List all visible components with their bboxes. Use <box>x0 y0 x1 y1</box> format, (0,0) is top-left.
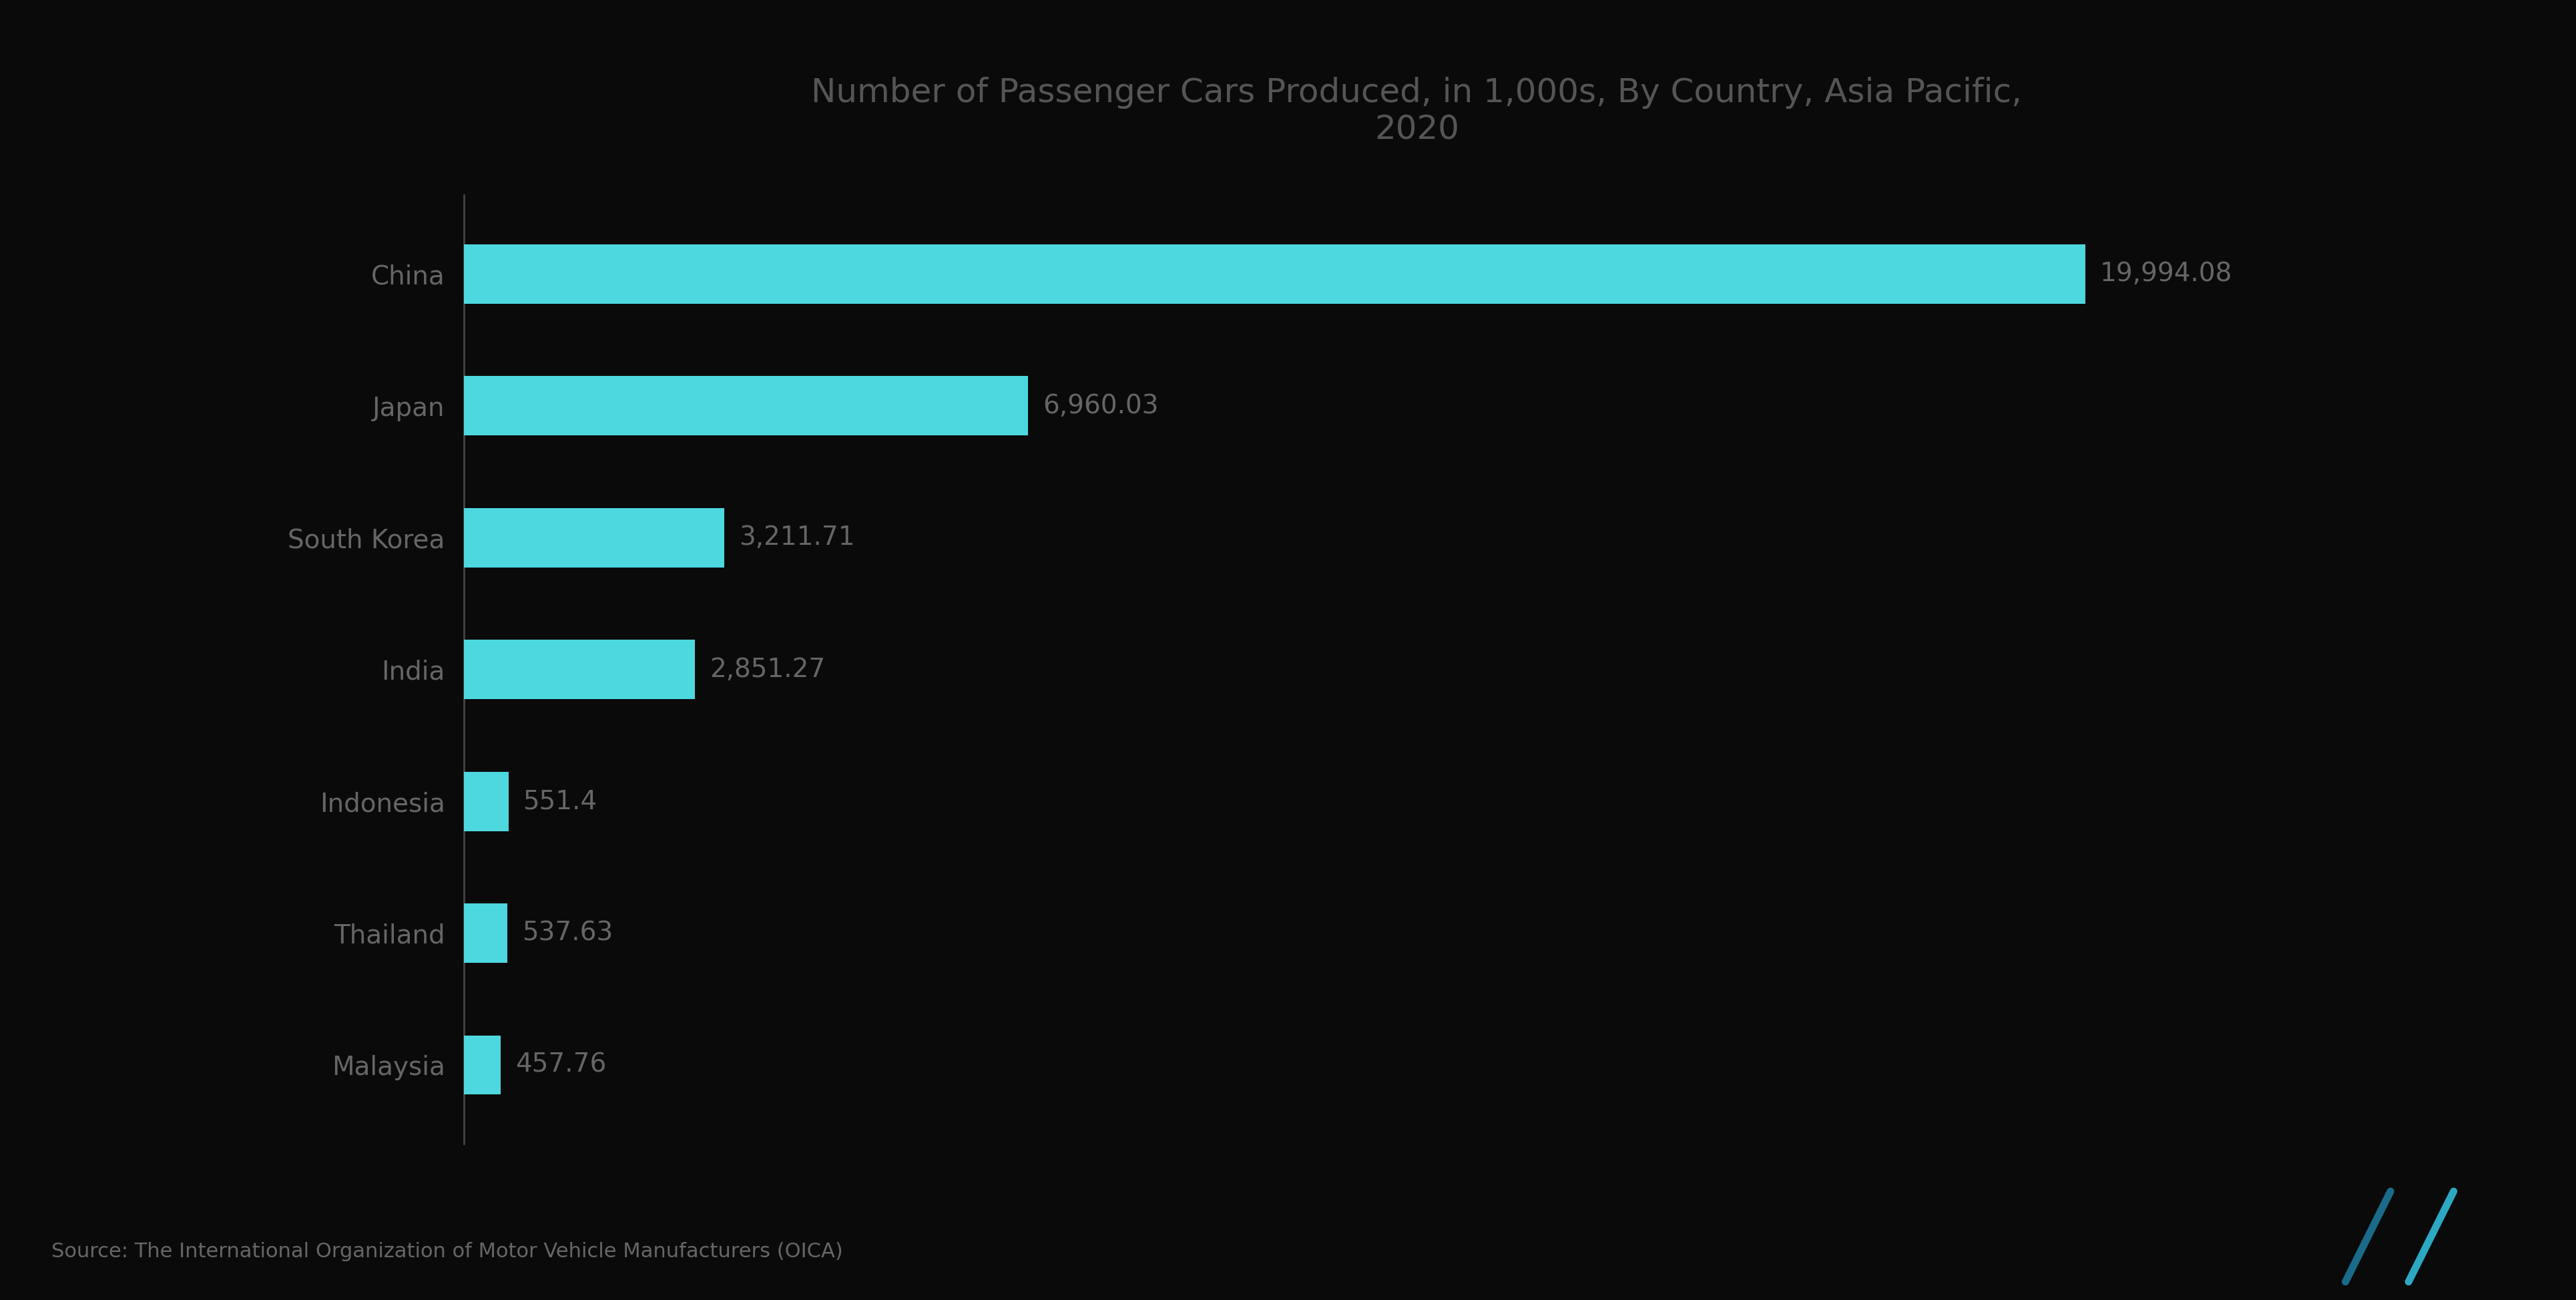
Text: 457.76: 457.76 <box>515 1052 605 1078</box>
Bar <box>464 904 507 963</box>
Text: Source: The International Organization of Motor Vehicle Manufacturers (OICA): Source: The International Organization o… <box>52 1242 842 1261</box>
Text: 19,994.08: 19,994.08 <box>2099 261 2233 287</box>
Bar <box>464 244 2087 304</box>
Text: 2,851.27: 2,851.27 <box>708 656 824 683</box>
Bar <box>464 1035 500 1095</box>
Bar <box>464 376 1028 436</box>
Text: 6,960.03: 6,960.03 <box>1043 393 1159 419</box>
Title: Number of Passenger Cars Produced, in 1,000s, By Country, Asia Pacific,
2020: Number of Passenger Cars Produced, in 1,… <box>811 77 2022 146</box>
Bar <box>464 508 724 567</box>
Bar <box>464 640 696 699</box>
Text: 551.4: 551.4 <box>523 789 598 814</box>
Bar <box>464 772 507 831</box>
Text: 3,211.71: 3,211.71 <box>739 525 855 550</box>
Text: 537.63: 537.63 <box>523 920 613 946</box>
